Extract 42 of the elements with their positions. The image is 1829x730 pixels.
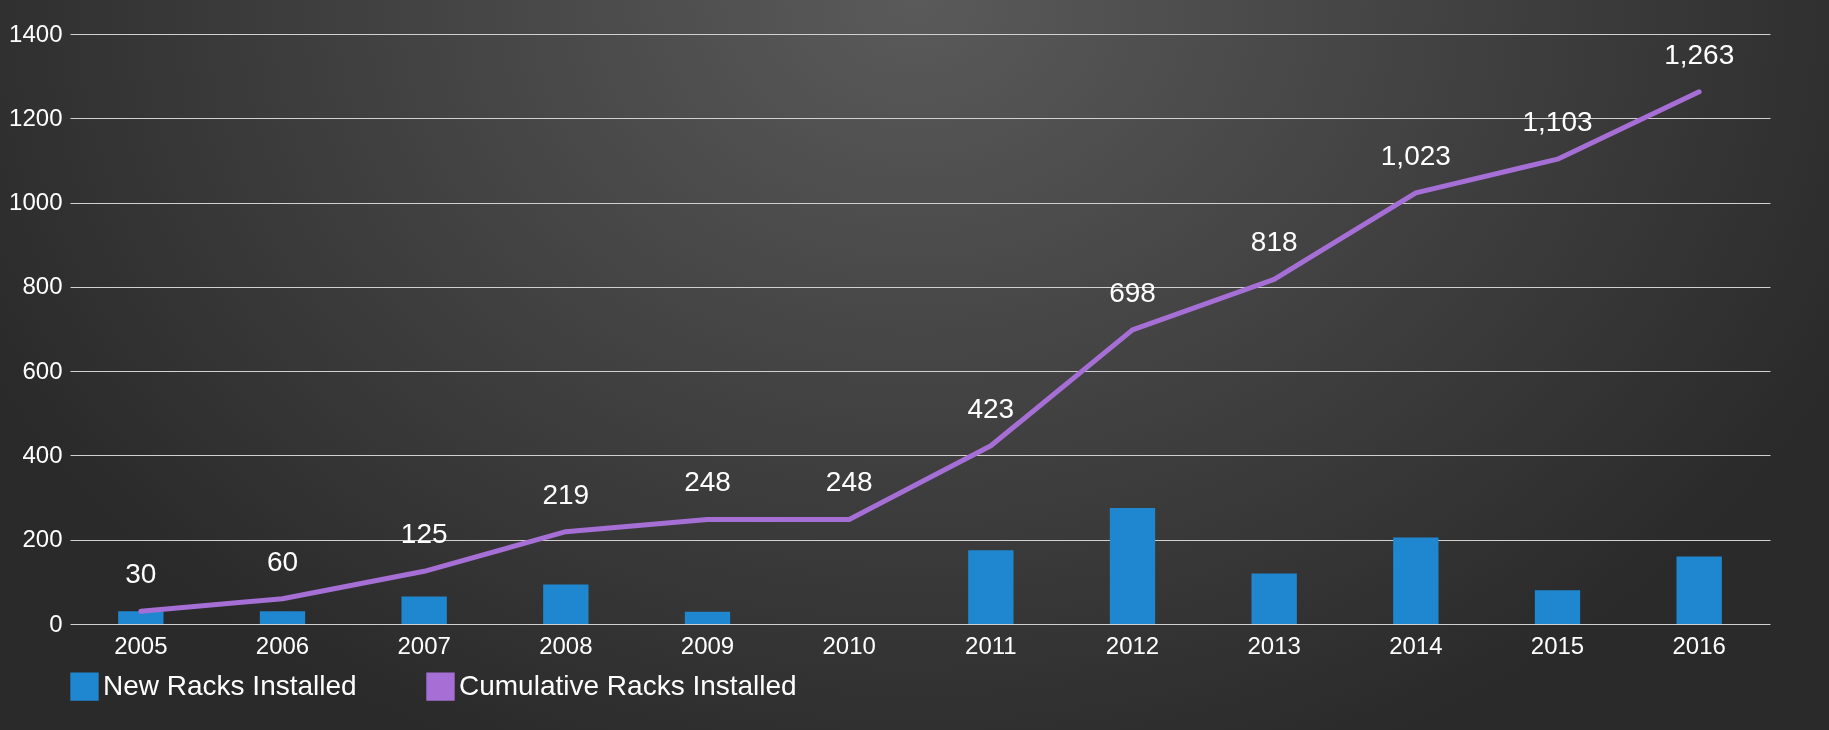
x-tick-label: 2015	[1530, 631, 1585, 659]
x-tick-label: 2010	[822, 631, 876, 659]
bar	[259, 611, 306, 624]
x-tick-label: 2011	[965, 631, 1017, 659]
x-tick-label: 2008	[539, 631, 593, 659]
bar	[1393, 537, 1439, 624]
x-tick-label: 2016	[1672, 631, 1726, 659]
bar	[1251, 573, 1297, 624]
data-label: 30	[125, 558, 157, 590]
data-label: 60	[266, 545, 299, 577]
x-tick-label: 2014	[1389, 631, 1443, 659]
bar	[401, 596, 447, 624]
legend-label: Cumulative Racks Installed	[459, 669, 797, 701]
y-tick-label: 200	[22, 525, 63, 553]
y-tick-label: 1000	[9, 188, 63, 216]
bar	[1534, 590, 1581, 624]
y-tick-label: 1200	[9, 103, 63, 131]
x-tick-label: 2007	[397, 631, 451, 659]
x-tick-label: 2012	[1105, 631, 1160, 659]
legend-label: New Racks Installed	[103, 669, 357, 701]
bar	[543, 584, 589, 624]
data-label: 818	[1250, 226, 1298, 258]
y-tick-label: 0	[49, 609, 63, 637]
data-label: 219	[542, 478, 590, 510]
y-tick-label: 800	[22, 272, 63, 300]
x-tick-label: 2005	[114, 631, 168, 659]
bar	[118, 611, 164, 624]
data-label: 248	[825, 466, 873, 498]
y-tick-label: 1400	[9, 19, 63, 47]
bar	[968, 550, 1014, 624]
x-tick-label: 2009	[680, 631, 735, 659]
bar	[1676, 556, 1722, 624]
bar	[1109, 508, 1156, 624]
x-tick-label: 2006	[255, 631, 310, 659]
bar	[684, 611, 731, 624]
data-label: 248	[684, 466, 731, 498]
y-tick-label: 600	[22, 356, 63, 384]
x-tick-label: 2013	[1247, 631, 1301, 659]
y-tick-label: 400	[22, 440, 63, 468]
data-label: 423	[967, 392, 1015, 424]
data-label: 1,263	[1664, 38, 1735, 70]
data-label: 1,023	[1380, 139, 1451, 171]
